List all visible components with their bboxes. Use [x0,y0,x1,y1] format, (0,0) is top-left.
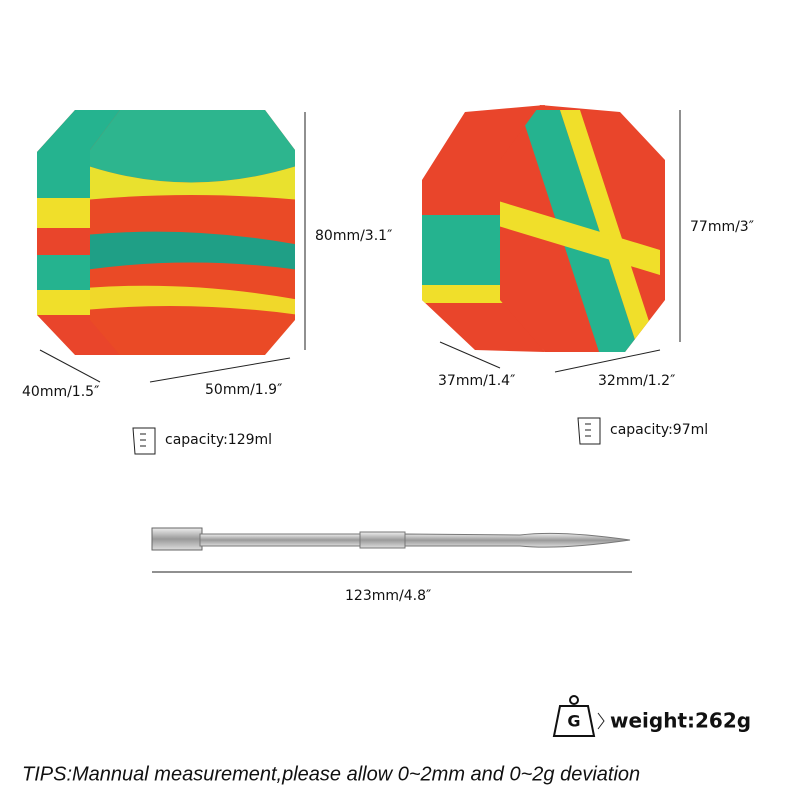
capacity-label: capacity:97ml [610,422,708,438]
dimension-line [439,341,501,369]
dimension-label: 77mm/3″ [690,219,754,235]
dimension-label: 123mm/4.8″ [345,588,431,604]
beaker-icon [577,417,601,445]
beaker-icon [132,427,156,455]
capacity-label: capacity:129ml [165,432,272,448]
dimension-label: 37mm/1.4″ [438,373,515,389]
left-jar [37,110,295,355]
tips: TIPS:Mannual measurement,please allow 0~… [22,763,640,785]
weight-icon: G [552,695,596,737]
dimension-line [554,349,661,373]
dimension-label: 40mm/1.5″ [22,384,99,400]
right-jar [422,105,665,352]
dimension-line [39,349,101,383]
weight-label: weight:262g [610,709,751,733]
dab-tool [151,527,631,551]
dimension-label: 50mm/1.9″ [205,382,282,398]
dimension-label: 80mm/3.1″ [315,228,392,244]
dimension-label: 32mm/1.2″ [598,373,675,389]
weight-icon-label: G [567,712,580,731]
dimension-line [149,357,291,383]
arrow [597,712,605,730]
